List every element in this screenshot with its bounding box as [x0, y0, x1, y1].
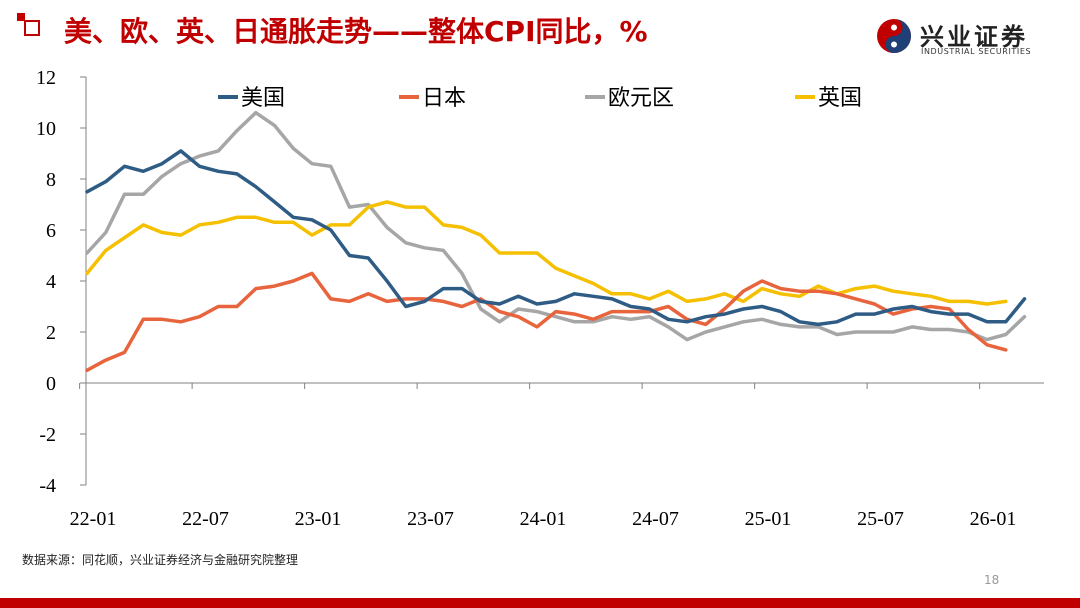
series-line-2	[85, 110, 1027, 342]
y-tick-label: 0	[46, 373, 56, 395]
axes	[85, 77, 1044, 485]
y-tick-label: 2	[46, 322, 56, 344]
series-line-3	[85, 200, 1008, 306]
legend-label: 欧元区	[608, 86, 674, 111]
y-tick-label: -4	[39, 475, 56, 497]
x-tick-label: 25-01	[745, 508, 792, 530]
logo-mark-icon	[877, 19, 911, 53]
y-axis-ticks: 12 10 8 6 4 2 0 -2 -4	[36, 67, 86, 497]
y-tick-label: 4	[46, 271, 56, 293]
x-tick-label: 22-01	[70, 508, 117, 530]
legend-label: 英国	[818, 86, 862, 111]
x-tick-label: 24-07	[632, 508, 679, 530]
x-tick-label: 23-07	[407, 508, 454, 530]
series-line-0	[85, 149, 1027, 327]
data-source-note: 数据来源：同花顺，兴业证券经济与金融研究院整理	[22, 553, 299, 567]
x-tick-label: 22-07	[182, 508, 229, 530]
legend: 美国 日本 欧元区 英国	[218, 86, 862, 111]
series-line-1	[85, 271, 1008, 373]
y-tick-label: 12	[36, 67, 56, 89]
y-tick-label: 8	[46, 169, 56, 191]
page-title: 美、欧、英、日通胀走势——整体CPI同比，%	[64, 15, 648, 48]
page-number: 18	[984, 573, 1000, 587]
x-tick-label: 25-07	[857, 508, 904, 530]
logo-name-en: INDUSTRIAL SECURITIES	[921, 47, 1032, 56]
y-tick-label: -2	[39, 424, 56, 446]
x-tick-label: 23-01	[295, 508, 342, 530]
series-lines	[85, 110, 1027, 373]
x-axis-ticks: 22-01 22-07 23-01 23-07 24-01 24-07 25-01 25-07…	[70, 383, 1017, 530]
legend-label: 日本	[422, 86, 466, 111]
title-marker-icon	[17, 13, 40, 36]
y-tick-label: 6	[46, 220, 56, 242]
footer-bar	[0, 598, 1080, 608]
company-logo: 兴业证券 INDUSTRIAL SECURITIES	[876, 14, 1056, 60]
legend-label: 美国	[241, 86, 285, 111]
y-tick-label: 10	[36, 118, 56, 140]
x-tick-label: 26-01	[970, 508, 1017, 530]
logo-name-cn: 兴业证券	[920, 23, 1028, 51]
x-tick-label: 24-01	[520, 508, 567, 530]
